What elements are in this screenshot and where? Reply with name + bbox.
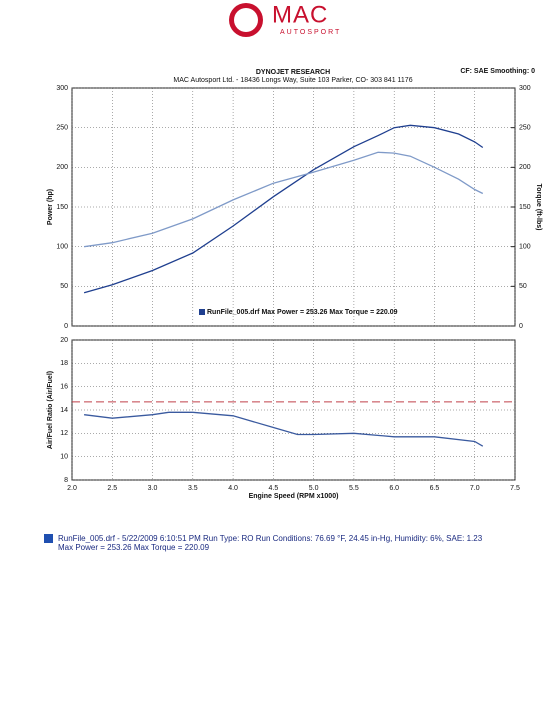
- logo-badge-inner: [234, 8, 258, 32]
- y-tick-label: 8: [64, 477, 68, 484]
- y-tick-label: 20: [60, 337, 68, 344]
- y-tick-label: 200: [56, 164, 68, 171]
- y-tick-label: 100: [56, 244, 68, 251]
- y-tick-label: 50: [60, 283, 68, 290]
- y-axis-label: Air/Fuel Ratio (Air/Fuel): [47, 371, 54, 449]
- logo-sub: AUTOSPORT: [280, 29, 341, 36]
- x-tick-label: 2.5: [107, 485, 117, 492]
- y2-tick-label: 150: [519, 204, 531, 211]
- y-tick-label: 14: [60, 407, 68, 414]
- y-axis-label: Power (hp): [47, 189, 54, 225]
- y2-tick-label: 100: [519, 244, 531, 251]
- legend-swatch: [199, 309, 205, 315]
- y-tick-label: 150: [56, 204, 68, 211]
- y-tick-label: 250: [56, 125, 68, 132]
- x-tick-label: 4.0: [228, 485, 238, 492]
- y2-tick-label: 0: [519, 323, 523, 330]
- y2-tick-label: 50: [519, 283, 527, 290]
- y-tick-label: 12: [60, 430, 68, 437]
- x-tick-label: 5.5: [349, 485, 359, 492]
- x-tick-label: 5.0: [309, 485, 319, 492]
- y2-tick-label: 250: [519, 125, 531, 132]
- y-tick-label: 18: [60, 360, 68, 367]
- y-tick-label: 16: [60, 384, 68, 391]
- data-line: [84, 151, 484, 248]
- legend-swatch: [44, 534, 53, 543]
- y-tick-label: 10: [60, 454, 68, 461]
- y-tick-label: 300: [56, 85, 68, 92]
- run-info: RunFile_005.drf - 5/22/2009 6:10:51 PM R…: [58, 534, 483, 543]
- x-tick-label: 4.5: [268, 485, 278, 492]
- x-tick-label: 6.0: [389, 485, 399, 492]
- x-tick-label: 3.5: [188, 485, 198, 492]
- y2-tick-label: 300: [519, 85, 531, 92]
- x-tick-label: 7.0: [470, 485, 480, 492]
- report-title: DYNOJET RESEARCH: [256, 69, 330, 76]
- legend-annotation: RunFile_005.drf Max Power = 253.26 Max T…: [207, 309, 398, 316]
- run-max: Max Power = 253.26 Max Torque = 220.09: [58, 543, 210, 552]
- x-axis-label: Engine Speed (RPM x1000): [249, 493, 339, 500]
- y-tick-label: 0: [64, 323, 68, 330]
- x-tick-label: 7.5: [510, 485, 520, 492]
- data-line: [83, 124, 484, 294]
- y2-tick-label: 200: [519, 164, 531, 171]
- y2-axis-label: Torque (ft-lbs): [535, 184, 542, 231]
- x-tick-label: 2.0: [67, 485, 77, 492]
- address: MAC Autosport Ltd. - 18436 Longs Way, Su…: [173, 77, 412, 84]
- settings: CF: SAE Smoothing: 0: [460, 68, 535, 75]
- x-tick-label: 6.5: [430, 485, 440, 492]
- data-line: [84, 411, 484, 447]
- logo: MAC: [272, 1, 328, 28]
- x-tick-label: 3.0: [148, 485, 158, 492]
